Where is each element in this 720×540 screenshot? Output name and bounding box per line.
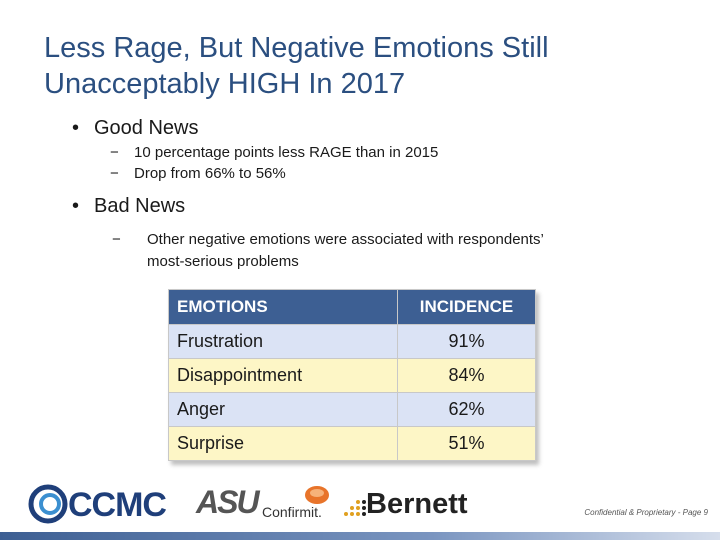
sub-bullet-text: Drop from 66% to 56%	[134, 165, 286, 182]
table-row: Frustration 91%	[168, 324, 536, 359]
bullet-dot: •	[72, 195, 80, 217]
bullet-label: Bad News	[94, 195, 186, 217]
bullet-good-news: • Good News	[72, 117, 199, 140]
emotion-cell: Frustration	[168, 324, 398, 359]
footer-page-label: Confidential & Proprietary - Page 9	[584, 508, 708, 517]
incidence-cell: 51%	[397, 426, 536, 461]
confirmit-logo-icon	[305, 486, 329, 504]
incidence-cell: 84%	[397, 358, 536, 393]
emotion-cell: Surprise	[168, 426, 398, 461]
incidence-cell: 91%	[397, 324, 536, 359]
confirmit-logo: Confirmit.	[262, 504, 322, 520]
sub-bullet-text: Other negative emotions were associated …	[147, 231, 544, 270]
emotion-cell: Disappointment	[168, 358, 398, 393]
table-row: Disappointment 84%	[168, 358, 536, 393]
bottom-accent-bar	[0, 532, 720, 540]
emotion-cell: Anger	[168, 392, 398, 427]
table-row: Surprise 51%	[168, 426, 536, 461]
bullet-label: Good News	[94, 117, 199, 139]
ccmc-logo-text: CCMC	[68, 486, 167, 524]
table-header-row: EMOTIONS INCIDENCE	[168, 289, 536, 325]
sub-bullet-text: 10 percentage points less RAGE than in 2…	[134, 144, 439, 161]
table-row: Anger 62%	[168, 392, 536, 427]
asu-logo: ASU	[196, 484, 260, 520]
bullet-dot: •	[72, 117, 80, 139]
header-incidence: INCIDENCE	[397, 289, 536, 325]
logo-strip: CCMC ASU Confirmit. Bernett	[28, 480, 488, 530]
header-emotions: EMOTIONS	[168, 289, 398, 325]
dash-glyph: −	[110, 144, 119, 161]
incidence-cell: 62%	[397, 392, 536, 427]
ccmc-logo-icon	[28, 484, 68, 524]
sub-bullet-dash: −	[112, 231, 121, 248]
sub-bullet: − Drop from 66% to 56%	[110, 164, 286, 184]
bernett-logo: Bernett	[366, 488, 468, 520]
sub-bullet: −10 percentage points less RAGE than in …	[110, 143, 438, 163]
bullet-bad-news: • Bad News	[72, 195, 185, 218]
dash-glyph: −	[110, 165, 119, 182]
slide-title: Less Rage, But Negative Emotions Still U…	[44, 32, 549, 100]
bernett-dots-icon	[344, 500, 366, 516]
emotions-table: EMOTIONS INCIDENCE Frustration 91% Disap…	[168, 289, 536, 461]
